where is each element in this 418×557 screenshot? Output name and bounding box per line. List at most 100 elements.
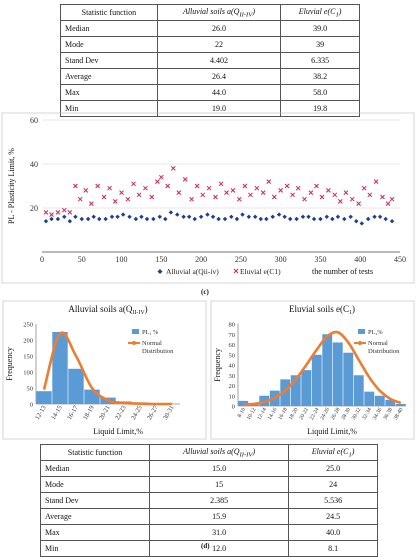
table-cell: 26.4 — [157, 69, 281, 85]
scatter-point-eluvial — [150, 195, 154, 199]
table-header-row: Statistic function Alluvial soils a(QII-… — [61, 5, 360, 21]
scatter-point-eluvial — [333, 193, 337, 197]
x-tick-label: 16-18 — [277, 407, 289, 421]
scatter-point-eluvial — [350, 197, 354, 201]
x-tick-label: 36-38 — [382, 407, 394, 421]
scatter-point-alluvial — [216, 217, 220, 221]
scatter-point-alluvial — [86, 217, 90, 221]
scatter-point-eluvial — [357, 202, 361, 206]
x-tick-label: 300 — [275, 255, 287, 264]
scatter-point-eluvial — [108, 186, 112, 190]
x-tick-label: 26-28 — [330, 407, 342, 421]
table-cell: 15 — [149, 477, 288, 493]
x-tick-label: 22-24 — [309, 407, 321, 421]
scatter-point-eluvial — [261, 191, 265, 195]
y-tick-label: 50 — [27, 386, 34, 393]
x-axis-label: Liquid Limit,% — [307, 427, 357, 436]
scatter-point-eluvial — [237, 197, 241, 201]
y-tick-label: 20 — [30, 204, 38, 213]
table-cell: Stand Dev — [41, 493, 150, 509]
scatter-point-alluvial — [56, 217, 60, 221]
x-tick-label: 10-12 — [246, 407, 258, 421]
scatter-point-eluvial — [296, 186, 300, 190]
scatter-point-eluvial — [84, 188, 88, 192]
legend-label-bars: PL, % — [142, 329, 159, 336]
scatter-point-eluvial — [102, 195, 106, 199]
table-cell: 15.9 — [149, 509, 288, 525]
scatter-point-eluvial — [171, 166, 175, 170]
x-axis-label: the number of tests — [312, 267, 373, 276]
scatter-point-alluvial — [348, 215, 352, 219]
scatter-point-eluvial — [248, 193, 252, 197]
scatter-point-eluvial — [137, 193, 141, 197]
scatter-point-eluvial — [390, 197, 394, 201]
x-tick-label: 38-40 — [393, 407, 405, 421]
table-header-cell: Alluvial soils a(QII-IV) — [149, 445, 288, 461]
table-cell: Median — [61, 21, 158, 37]
table-cell: 31.0 — [149, 525, 288, 541]
table-cell: 44.0 — [157, 85, 281, 101]
scatter-point-eluvial — [309, 191, 313, 195]
scatter-point-alluvial — [336, 215, 340, 219]
scatter-point-alluvial — [354, 219, 358, 223]
scatter-point-eluvial — [314, 184, 318, 188]
table-cell: Average — [41, 509, 150, 525]
scatter-point-alluvial — [62, 215, 66, 219]
histogram-bar — [343, 353, 353, 406]
x-tick-label: 250 — [235, 255, 247, 264]
histogram-bar — [52, 332, 67, 404]
x-tick-label: 16-17 — [66, 404, 80, 421]
x-tick-label: 12-14 — [256, 407, 268, 421]
histogram-bar — [68, 369, 83, 404]
x-tick-label: 100 — [116, 255, 128, 264]
scatter-point-alluvial — [115, 215, 119, 219]
table-cell: Mode — [61, 37, 158, 53]
scatter-point-alluvial — [68, 219, 72, 223]
table-header-cell: Statistic function — [41, 445, 150, 461]
scatter-point-eluvial — [50, 213, 54, 217]
table-cell: 12.0 — [149, 541, 288, 557]
scatter-point-eluvial — [143, 186, 147, 190]
histogram-bar — [36, 391, 51, 404]
histogram-bar — [375, 396, 385, 406]
scatter-point-alluvial — [175, 212, 179, 216]
scatter-point-eluvial — [344, 191, 348, 195]
legend-marker-normal — [358, 341, 362, 345]
scatter-point-alluvial — [360, 221, 364, 225]
y-tick-label: 250 — [23, 322, 33, 329]
x-tick-label: 30-31 — [162, 405, 176, 422]
caption-d: (d) — [201, 542, 210, 550]
scatter-point-alluvial — [205, 212, 209, 216]
x-axis-label: Liquid Limit,% — [93, 427, 143, 436]
scatter-point-eluvial — [291, 193, 295, 197]
legend-swatch-bars — [132, 329, 139, 334]
x-tick-label: 0 — [40, 255, 44, 264]
table-cell: 6.335 — [281, 53, 360, 69]
chart-title: Alluvial soils a(QII-IV) — [68, 304, 147, 316]
scatter-point-alluvial — [306, 215, 310, 219]
scatter-point-eluvial — [68, 210, 72, 214]
scatter-point-eluvial — [159, 175, 163, 179]
y-tick-label: 50 — [229, 352, 236, 359]
scatter-point-eluvial — [96, 184, 100, 188]
stats-table-bottom: Statistic function Alluvial soils a(QII-… — [40, 444, 378, 557]
table-cell: 38.2 — [281, 69, 360, 85]
scatter-point-eluvial — [267, 180, 271, 184]
table-cell: 24 — [289, 477, 378, 493]
scatter-point-eluvial — [126, 197, 130, 201]
y-tick-label: 0 — [232, 404, 235, 411]
scatter-point-alluvial — [151, 217, 155, 221]
scatter-point-alluvial — [229, 215, 233, 219]
scatter-point-alluvial — [158, 215, 162, 219]
scatter-point-eluvial — [368, 193, 372, 197]
x-tick-label: 200 — [195, 255, 207, 264]
scatter-point-alluvial — [247, 215, 251, 219]
table-cell: 26.0 — [157, 21, 281, 37]
scatter-point-alluvial — [127, 215, 131, 219]
scatter-point-alluvial — [211, 215, 215, 219]
